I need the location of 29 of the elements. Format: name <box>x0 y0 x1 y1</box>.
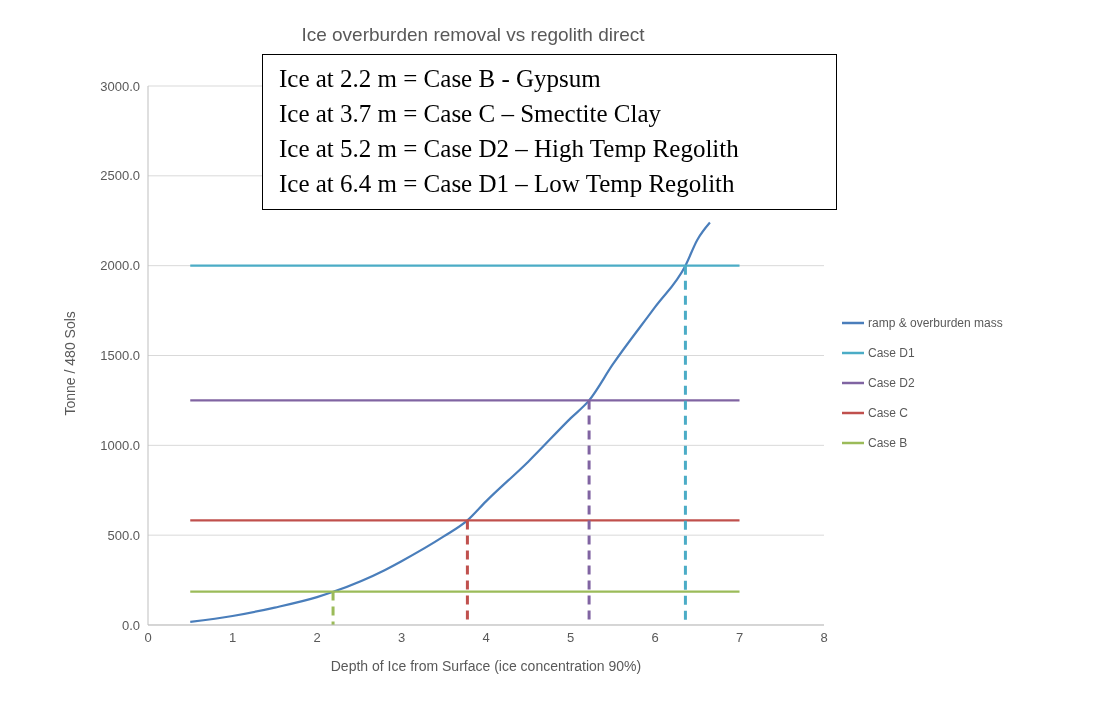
x-tick-label: 6 <box>651 630 659 646</box>
legend-label: Case C <box>868 406 909 420</box>
x-tick-label: 0 <box>144 630 152 646</box>
y-tick-label: 500.0 <box>107 527 140 543</box>
x-tick-label: 5 <box>566 630 575 646</box>
annotation: Ice at 2.2 m = Case B - Gypsum <box>279 64 602 94</box>
y-tick-label: 1500.0 <box>100 348 140 364</box>
legend-label: ramp & overburden mass <box>868 316 1003 330</box>
x-tick-label: 4 <box>482 630 490 646</box>
y-tick-label: 0.0 <box>121 617 140 633</box>
annotation: Ice at 5.2 m = Case D2 – High Temp Regolith <box>279 134 740 164</box>
x-axis-title: Depth of Ice from Surface (ice concentration 90%) <box>330 658 642 674</box>
y-tick-label: 2000.0 <box>100 258 140 274</box>
annotation: Ice at 3.7 m = Case C – Smectite Clay <box>279 99 663 129</box>
line-series <box>189 221 712 624</box>
annotation: Ice at 6.4 m = Case D1 – Low Temp Regolith <box>279 169 736 199</box>
y-tick-label: 3000.0 <box>100 78 140 94</box>
x-tick-label: 2 <box>313 630 321 646</box>
y-axis-title: Tonne / 480 Sols <box>61 311 78 416</box>
legend-label: Case D1 <box>868 346 915 360</box>
y-tick-label: 1000.0 <box>100 437 140 453</box>
x-tick-label: 8 <box>820 630 828 646</box>
legend-label: Case D2 <box>868 376 915 390</box>
x-tick-label: 3 <box>397 630 406 646</box>
legend-label: Case B <box>868 436 908 450</box>
chart-title: Ice overburden removal vs regolith direct <box>300 24 646 46</box>
y-tick-label: 2500.0 <box>100 168 140 184</box>
x-tick-label: 7 <box>735 630 744 646</box>
x-tick-label: 1 <box>228 630 237 646</box>
